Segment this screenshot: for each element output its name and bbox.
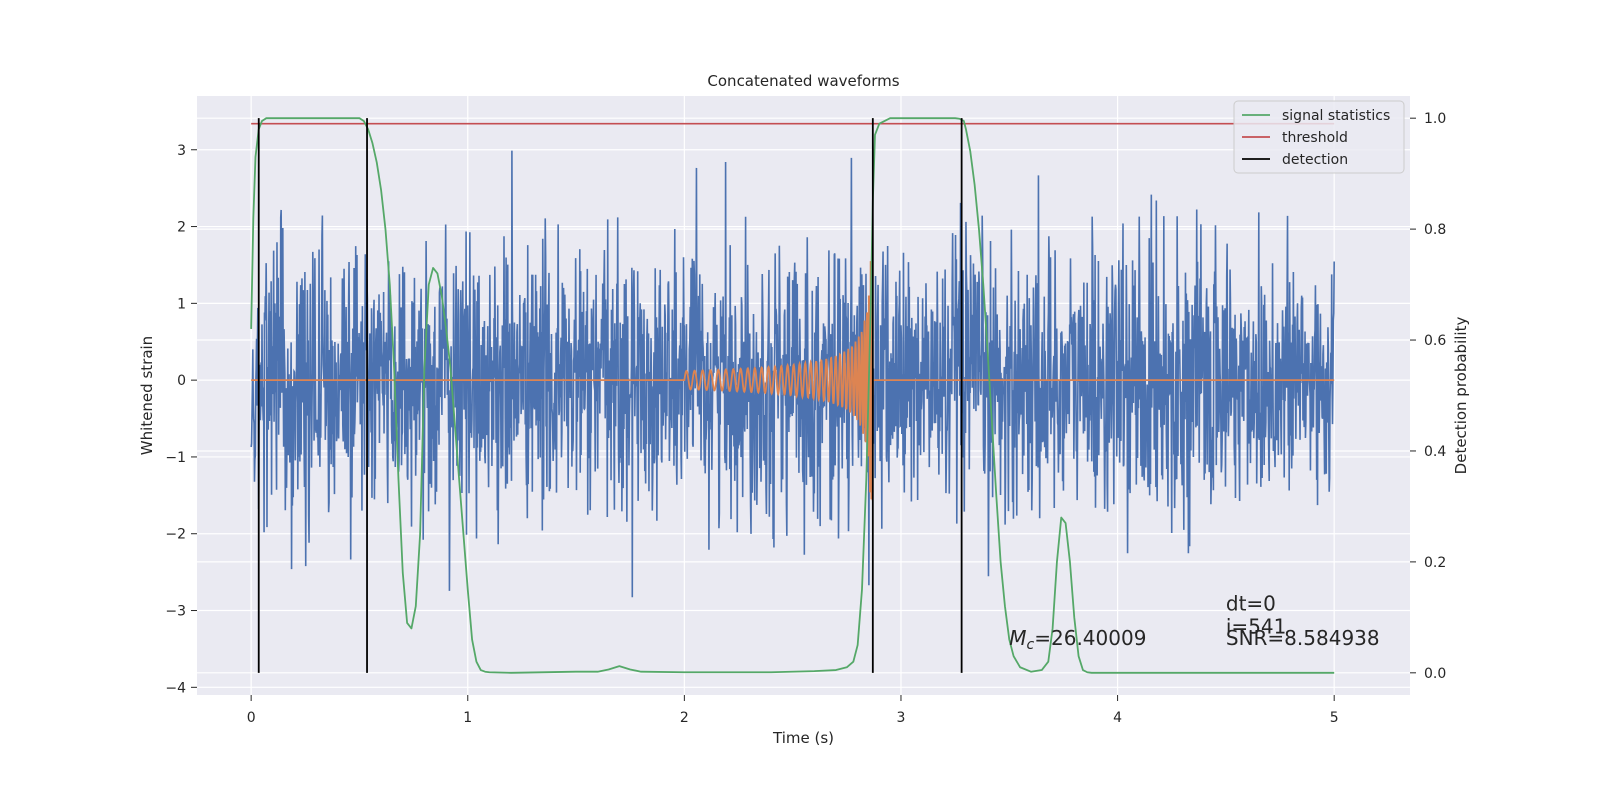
y-tick-label-left: 3 <box>177 143 186 159</box>
y-tick-label-left: −2 <box>165 527 186 543</box>
y-tick-label-left: −4 <box>165 680 186 696</box>
template-series-line <box>251 261 1335 501</box>
y-tick-label-left: 0 <box>177 373 186 389</box>
y-tick-label-right: 0.6 <box>1424 333 1446 349</box>
x-axis-label: Time (s) <box>772 729 834 747</box>
y-tick-label-right: 0.0 <box>1424 666 1446 682</box>
legend-label: signal statistics <box>1282 108 1390 124</box>
annotation-mc-symbol: M <box>1009 626 1026 650</box>
legend-label: detection <box>1282 152 1348 168</box>
y-tick-label-left: −3 <box>165 604 186 620</box>
strain-series-line <box>250 150 1335 598</box>
y-tick-label-left: −1 <box>165 450 186 466</box>
x-tick-label: 1 <box>463 710 472 726</box>
signal-statistics-line <box>250 117 1335 674</box>
x-tick-label: 2 <box>680 710 689 726</box>
y-tick-label-right: 1.0 <box>1424 111 1446 127</box>
legend-box <box>1233 100 1405 174</box>
annotation-text: SNR=8.584938 <box>1226 626 1380 650</box>
x-tick-label: 5 <box>1330 710 1339 726</box>
data-layer <box>250 117 1335 674</box>
y-tick-label-left: 1 <box>177 296 186 312</box>
y-axis-label-left: Whitened strain <box>138 336 156 455</box>
x-tick-label: 3 <box>897 710 906 726</box>
annotation-text: dt=0 <box>1226 592 1276 616</box>
axis-ticks: 0 1 2 3 4 5 −4 −3 −2 −1 0 1 2 3 0.0 0.2 0.4 0.6 0.8 1.0 <box>165 111 1446 726</box>
annotation-mc-subscript: c <box>1027 637 1035 653</box>
x-tick-label: 0 <box>247 710 256 726</box>
x-tick-label: 4 <box>1113 710 1122 726</box>
y-tick-label-right: 0.2 <box>1424 555 1446 571</box>
annotation-mc-value: =26.40009 <box>1034 626 1146 650</box>
annotation-text: i=541 <box>1226 615 1287 639</box>
y-tick-label-right: 0.8 <box>1424 222 1446 238</box>
chart-title: Concatenated waveforms <box>707 72 899 90</box>
y-axis-label-right: Detection probability <box>1452 317 1470 475</box>
y-tick-label-left: 2 <box>177 220 186 236</box>
annotation-text: Mc=26.40009 <box>1009 626 1146 653</box>
legend-label: threshold <box>1282 130 1348 146</box>
legend: signal statistics threshold detection <box>1233 100 1405 174</box>
y-tick-label-right: 0.4 <box>1424 444 1446 460</box>
